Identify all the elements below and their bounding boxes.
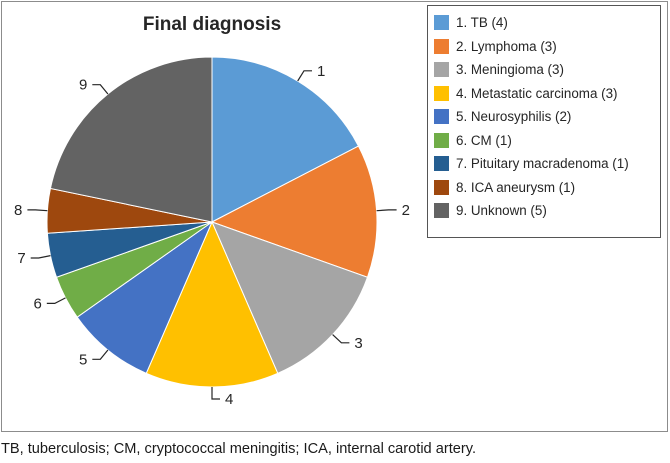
pie-slices: [46, 56, 378, 388]
legend-swatch: [434, 179, 449, 195]
legend-label: 9. Unknown (5): [456, 203, 547, 219]
pie-slice-1: [211, 56, 360, 223]
slice-label-6: 6: [33, 295, 41, 312]
legend-swatch: [434, 156, 449, 172]
slice-label-3: 3: [354, 335, 362, 352]
slice-label-9: 9: [79, 77, 87, 94]
legend-swatch: [434, 62, 449, 78]
legend-swatch: [434, 132, 449, 148]
leader-lines: [27, 70, 397, 400]
leader-line-7: [30, 255, 51, 259]
chart-frame: [1, 1, 668, 432]
legend-item-3: 3. Meningioma (3): [434, 58, 660, 82]
legend-swatch: [434, 85, 449, 101]
legend-item-4: 4. Metastatic carcinoma (3): [434, 82, 660, 106]
leader-line-1: [297, 70, 312, 82]
legend-item-5: 5. Neurosyphilis (2): [434, 105, 660, 129]
pie-slice-2: [210, 145, 378, 278]
leader-line-2: [376, 209, 397, 212]
legend-item-1: 1. TB (4): [434, 11, 660, 35]
legend-label: 1. TB (4): [456, 15, 508, 31]
legend-label: 7. Pituitary macradenoma (1): [456, 156, 629, 172]
legend-item-9: 9. Unknown (5): [434, 199, 660, 223]
leader-line-4: [211, 387, 220, 400]
slice-label-5: 5: [79, 351, 87, 368]
pie-slice-5: [76, 220, 214, 374]
legend-label: 2. Lymphoma (3): [456, 38, 557, 54]
leader-line-5: [92, 349, 109, 360]
legend-label: 3. Meningioma (3): [456, 62, 564, 78]
leader-line-9: [92, 84, 109, 95]
leader-line-3: [332, 334, 350, 344]
legend-item-6: 6. CM (1): [434, 129, 660, 153]
chart-title: Final diagnosis: [142, 14, 282, 35]
legend-swatch: [434, 38, 449, 54]
slice-label-1: 1: [317, 63, 325, 80]
leader-line-8: [27, 209, 48, 212]
slice-label-8: 8: [14, 202, 22, 219]
legend-item-8: 8. ICA aneurysm (1): [434, 176, 660, 200]
pie-slice-4: [145, 220, 279, 388]
legend-item-2: 2. Lymphoma (3): [434, 35, 660, 59]
chart-legend: 1. TB (4) 2. Lymphoma (3) 3. Meningioma …: [427, 5, 661, 238]
pie-slice-3: [211, 221, 369, 374]
legend-label: 4. Metastatic carcinoma (3): [456, 85, 618, 101]
legend-label: 6. CM (1): [456, 132, 512, 148]
legend-label: 5. Neurosyphilis (2): [456, 109, 572, 125]
slice-label-4: 4: [225, 391, 233, 408]
slice-label-2: 2: [402, 202, 410, 219]
legend-item-7: 7. Pituitary macradenoma (1): [434, 152, 660, 176]
legend-swatch: [434, 15, 449, 31]
leader-line-6: [46, 297, 66, 304]
slice-labels: 1 2 3 4 5 6 7 8 9: [14, 63, 410, 408]
legend-label: 8. ICA aneurysm (1): [456, 179, 576, 195]
legend-swatch: [434, 109, 449, 125]
slice-label-7: 7: [17, 250, 25, 267]
legend-swatch: [434, 203, 449, 219]
figure-caption: TB, tuberculosis; CM, cryptococcal menin…: [1, 441, 477, 457]
